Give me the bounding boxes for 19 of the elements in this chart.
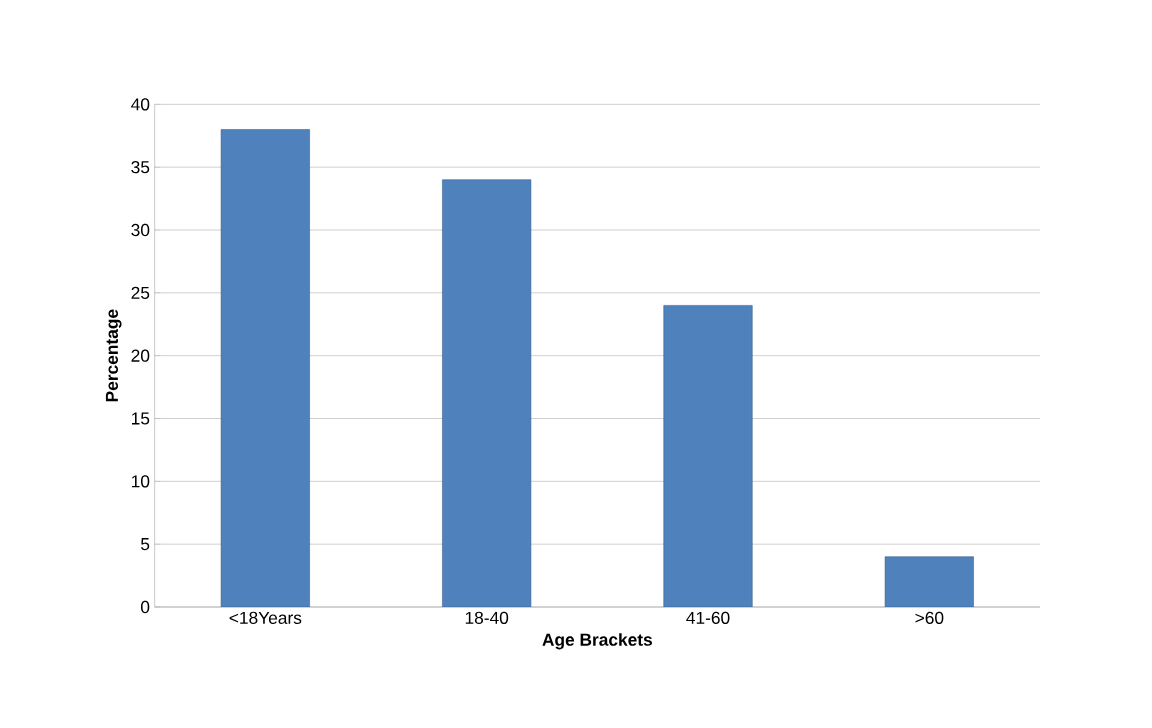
- y-tick-label: 10: [132, 475, 150, 488]
- x-tick-label: >60: [915, 611, 944, 624]
- y-tick-label: 40: [131, 98, 150, 111]
- y-tick-label: 25: [131, 286, 150, 299]
- x-axis-title: Age Brackets: [542, 633, 652, 650]
- bar: [442, 179, 532, 607]
- x-tick-label: 41-60: [686, 611, 730, 624]
- y-tick-label: 20: [131, 349, 150, 362]
- x-tick-label: 18-40: [465, 611, 509, 624]
- y-tick-label: 0: [140, 600, 150, 614]
- bar: [884, 556, 974, 607]
- bar: [663, 305, 753, 607]
- y-tick-label: 5: [141, 538, 150, 551]
- y-tick-label: 35: [131, 161, 150, 174]
- x-tick-label: <18Years: [229, 611, 302, 624]
- y-tick-label: 15: [132, 412, 150, 425]
- bar: [220, 129, 310, 607]
- y-tick-label: 30: [131, 223, 150, 237]
- y-axis-title: Percentage: [105, 309, 122, 402]
